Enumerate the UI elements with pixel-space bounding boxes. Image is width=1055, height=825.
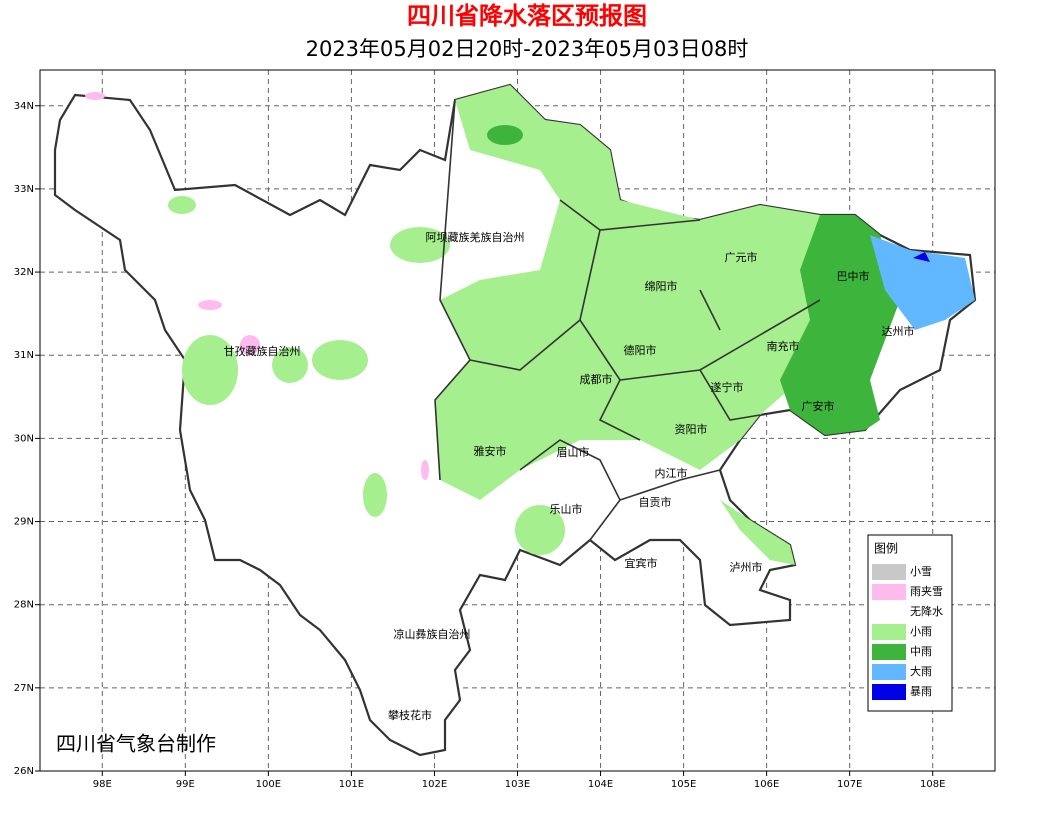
legend-label: 大雨 [910, 664, 932, 678]
place-label: 凉山彝族自治州 [394, 627, 471, 641]
map [53, 83, 977, 757]
place-label: 攀枝花市 [388, 708, 432, 722]
x-tick-label: 108E [920, 779, 945, 790]
x-tick-label: 106E [754, 779, 779, 790]
light-rain-area [312, 340, 368, 380]
light-rain-area [720, 500, 795, 565]
place-label: 巴中市 [837, 269, 870, 283]
legend-label: 中雨 [910, 645, 932, 658]
place-label: 眉山市 [557, 445, 590, 459]
light-rain-area [435, 85, 830, 500]
legend-swatch [872, 584, 906, 600]
place-label: 广安市 [802, 399, 835, 413]
x-tick-label: 98E [93, 779, 112, 790]
legend-label: 小雨 [910, 625, 932, 638]
rainstorm-area [913, 252, 930, 262]
place-label: 雅安市 [474, 444, 507, 458]
place-label: 遂宁市 [711, 380, 744, 394]
legend-label: 小雪 [910, 565, 932, 578]
heavy-rain-area [870, 235, 975, 330]
sleet-area [198, 300, 222, 310]
x-tick-label: 104E [588, 779, 613, 790]
y-tick-label: 26N [14, 766, 34, 777]
x-tick-label: 105E [671, 779, 696, 790]
sleet-area [240, 335, 260, 355]
place-label: 广元市 [725, 250, 758, 264]
legend-label: 无降水 [910, 604, 943, 618]
sleet-area [85, 92, 105, 100]
y-tick-label: 29N [14, 517, 34, 528]
place-label: 阿坝藏族羌族自治州 [426, 230, 525, 244]
legend-label: 暴雨 [910, 685, 932, 698]
legend-swatch [872, 684, 906, 700]
place-label: 乐山市 [550, 502, 583, 516]
y-tick-label: 27N [14, 683, 34, 694]
place-label: 资阳市 [675, 422, 708, 436]
place-label: 成都市 [580, 372, 613, 386]
light-rain-area [272, 347, 308, 383]
place-label: 宜宾市 [625, 556, 658, 570]
y-tick-label: 31N [14, 350, 34, 361]
y-tick-label: 28N [14, 600, 34, 611]
place-label: 南充市 [767, 339, 800, 353]
moderate-rain-area [780, 215, 900, 435]
place-label: 泸州市 [730, 560, 763, 574]
x-tick-label: 99E [176, 779, 195, 790]
place-label: 达州市 [882, 324, 915, 338]
credit: 四川省气象台制作 [56, 732, 216, 756]
x-tick-label: 103E [505, 779, 530, 790]
city-boundaries [434, 99, 821, 541]
y-tick-label: 32N [14, 267, 34, 278]
light-rain-area [182, 335, 238, 405]
y-tick-label: 33N [14, 184, 34, 195]
x-tick-label: 107E [837, 779, 862, 790]
legend-swatch [872, 624, 906, 640]
sleet-area [421, 460, 429, 480]
legend-swatch [872, 604, 906, 620]
map-frame [39, 69, 996, 772]
y-tick-label: 34N [14, 101, 34, 112]
place-label: 自贡市 [639, 495, 672, 509]
x-tick-label: 102E [422, 779, 447, 790]
x-tick-label: 100E [256, 779, 281, 790]
subtitle: 2023年05月02日20时-2023年05月03日08时 [306, 37, 749, 61]
place-label: 甘孜藏族自治州 [224, 344, 301, 358]
place-label: 绵阳市 [645, 279, 678, 293]
light-rain-area [390, 227, 450, 263]
legend-swatch [872, 564, 906, 580]
y-tick-label: 30N [14, 433, 34, 444]
legend-swatch [872, 644, 906, 660]
legend-label: 雨夹雪 [910, 585, 943, 598]
light-rain-area [168, 196, 196, 214]
light-rain-area [363, 473, 387, 517]
place-label: 内江市 [655, 466, 688, 480]
legend-swatch [872, 664, 906, 680]
title: 四川省降水落区预报图 [407, 2, 647, 30]
light-rain-area [515, 505, 565, 555]
legend-title: 图例 [874, 542, 898, 556]
place-label: 德阳市 [624, 343, 657, 357]
x-tick-label: 101E [339, 779, 364, 790]
moderate-rain-area [487, 125, 523, 145]
